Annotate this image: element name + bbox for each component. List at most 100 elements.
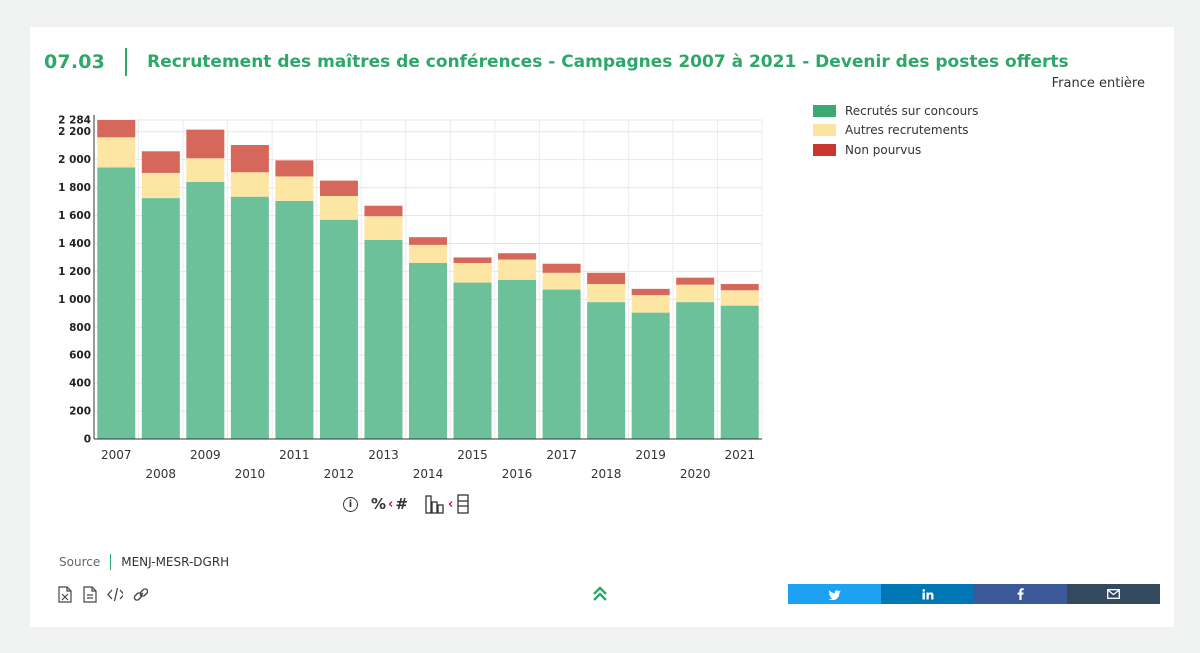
x-tick-label: 2015 xyxy=(457,448,488,462)
bar-segment-autres-recrutements xyxy=(230,172,269,197)
bar-segment-autres-recrutements xyxy=(498,259,537,280)
bar-segment-recrut-s-sur-concours xyxy=(97,167,136,439)
x-tick-label: 2009 xyxy=(190,448,221,462)
toggle-arrow-icon: ‹ xyxy=(447,496,454,512)
document-icon[interactable] xyxy=(82,585,98,603)
legend-label: Recrutés sur concours xyxy=(845,103,979,118)
grouped-bars-icon[interactable] xyxy=(424,493,446,515)
y-tick-label: 1 200 xyxy=(58,266,91,278)
bar-segment-non-pourvus xyxy=(409,237,447,245)
facebook-share-button[interactable] xyxy=(974,584,1067,604)
bar-segment-recrut-s-sur-concours xyxy=(319,219,358,439)
x-tick-label: 2013 xyxy=(368,448,399,462)
bar-segment-recrut-s-sur-concours xyxy=(186,182,225,439)
y-tick-label: 2 200 xyxy=(58,126,91,138)
bar-segment-non-pourvus xyxy=(676,277,715,285)
twitter-share-button[interactable] xyxy=(788,584,881,604)
legend-item-autres[interactable]: Autres recrutements xyxy=(813,121,978,141)
info-icon[interactable]: i xyxy=(343,496,358,512)
bar-segment-recrut-s-sur-concours xyxy=(141,198,180,439)
bar-segment-autres-recrutements xyxy=(587,283,626,303)
source-separator xyxy=(110,554,112,570)
stacked-bar-chart: 0 200 400 600 800 1 000 1 200 1 400 1 600 1 800 2 … xyxy=(58,115,763,481)
linkedin-icon xyxy=(921,588,933,599)
source-line: Source MENJ-MESR-DGRH xyxy=(59,554,229,570)
bar-segment-autres-recrutements xyxy=(676,284,715,303)
y-tick-label: 0 xyxy=(84,434,91,446)
share-bar xyxy=(788,584,1160,604)
count-toggle[interactable]: # xyxy=(395,495,408,513)
code-icon[interactable] xyxy=(107,585,123,603)
bar-segment-autres-recrutements xyxy=(186,158,225,183)
bar-segment-autres-recrutements xyxy=(409,244,447,264)
bar-segment-autres-recrutements xyxy=(720,290,759,306)
axes: 0 200 400 600 800 1 000 1 200 1 400 1 600 1 800 2 … xyxy=(58,115,762,481)
excel-file-icon[interactable] xyxy=(57,585,73,603)
bar-segment-autres-recrutements xyxy=(364,216,403,240)
bar-segment-autres-recrutements xyxy=(631,295,670,313)
bar-segment-non-pourvus xyxy=(186,129,225,159)
double-chevron-up-icon[interactable] xyxy=(592,585,608,607)
bar-segment-non-pourvus xyxy=(230,145,269,173)
legend-label: Non pourvus xyxy=(845,142,922,157)
source-value: MENJ-MESR-DGRH xyxy=(121,555,230,569)
bar-segment-recrut-s-sur-concours xyxy=(542,289,581,439)
header-separator xyxy=(125,48,128,76)
bar-segment-non-pourvus xyxy=(141,151,180,173)
x-tick-label: 2016 xyxy=(502,467,533,481)
bar-segment-non-pourvus xyxy=(720,283,759,291)
bar-segment-non-pourvus xyxy=(542,263,581,273)
linkedin-share-button[interactable] xyxy=(881,584,974,604)
y-tick-label: 600 xyxy=(69,350,91,362)
y-tick-label: 800 xyxy=(69,322,91,334)
x-tick-label: 2019 xyxy=(635,448,666,462)
chart-title: Recrutement des maîtres de conférences -… xyxy=(147,52,1069,72)
bar-segment-non-pourvus xyxy=(453,257,492,264)
x-tick-label: 2011 xyxy=(279,448,310,462)
bar-segment-recrut-s-sur-concours xyxy=(409,263,447,439)
bar-segment-recrut-s-sur-concours xyxy=(631,312,670,439)
y-tick-label: 2 284 xyxy=(58,115,91,127)
chart-code: 07.03 xyxy=(44,51,106,73)
y-tick-label: 400 xyxy=(69,378,91,390)
y-tick-label: 200 xyxy=(69,406,91,418)
export-tools xyxy=(57,585,148,603)
y-tick-label: 1 000 xyxy=(58,294,91,306)
bar-segment-non-pourvus xyxy=(631,288,670,296)
legend-item-non-pourvus[interactable]: Non pourvus xyxy=(813,140,978,160)
x-tick-label: 2012 xyxy=(324,467,355,481)
legend-swatch xyxy=(813,104,836,117)
x-tick-label: 2020 xyxy=(680,467,711,481)
legend-label: Autres recrutements xyxy=(845,123,969,138)
x-tick-label: 2010 xyxy=(235,467,266,481)
y-tick-label: 1 600 xyxy=(58,210,91,222)
bar-segment-recrut-s-sur-concours xyxy=(230,196,269,439)
legend-swatch xyxy=(813,124,836,137)
bar-segment-recrut-s-sur-concours xyxy=(498,279,537,439)
bar-segment-non-pourvus xyxy=(364,205,403,217)
toggle-arrow-icon: ‹ xyxy=(388,496,394,512)
bar-segment-autres-recrutements xyxy=(453,263,492,283)
bar-segment-autres-recrutements xyxy=(542,272,581,290)
source-label: Source xyxy=(59,555,101,569)
twitter-icon xyxy=(828,589,841,600)
bar-segment-recrut-s-sur-concours xyxy=(364,239,403,439)
chart-controls: i % ‹ # ‹ xyxy=(343,492,471,516)
chart-card: 07.03 Recrutement des maîtres de confére… xyxy=(30,27,1174,627)
bar-segment-recrut-s-sur-concours xyxy=(587,302,626,439)
y-tick-label: 2 000 xyxy=(58,154,91,166)
bar-segment-non-pourvus xyxy=(275,160,314,177)
link-icon[interactable] xyxy=(132,585,148,603)
envelope-icon xyxy=(1107,589,1120,599)
x-tick-label: 2007 xyxy=(101,448,132,462)
email-share-button[interactable] xyxy=(1067,584,1160,604)
bar-segment-non-pourvus xyxy=(319,180,358,196)
bar-segment-recrut-s-sur-concours xyxy=(720,305,759,439)
legend-item-recrutes[interactable]: Recrutés sur concours xyxy=(813,101,978,121)
header: 07.03 Recrutement des maîtres de confére… xyxy=(44,47,1069,77)
stacked-bars-icon[interactable] xyxy=(455,493,471,515)
bar-segment-recrut-s-sur-concours xyxy=(453,282,492,439)
bars xyxy=(97,120,759,439)
bar-segment-recrut-s-sur-concours xyxy=(275,200,314,439)
percent-toggle[interactable]: % xyxy=(371,495,387,513)
